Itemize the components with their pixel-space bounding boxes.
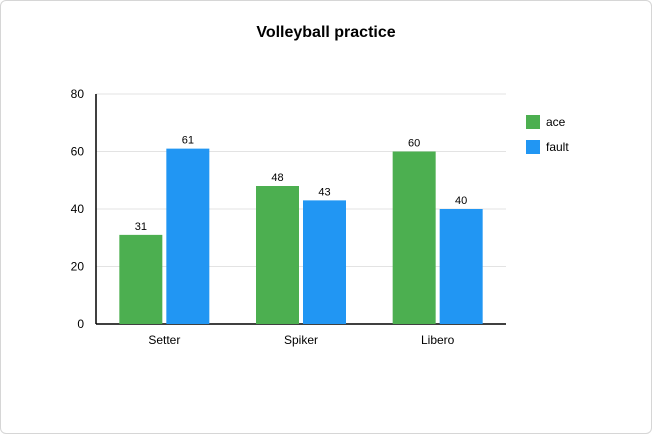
legend-swatch-ace (526, 115, 540, 129)
data-label-fault-spiker: 43 (318, 186, 330, 198)
legend-label-ace: ace (546, 115, 566, 129)
data-label-ace-setter: 31 (135, 221, 147, 233)
bar-fault-libero (439, 209, 483, 324)
x-tick-label-setter: Setter (148, 333, 180, 347)
chart-legend: ace fault (526, 114, 569, 164)
legend-item-ace: ace (526, 114, 569, 130)
y-tick-label-20: 20 (71, 260, 85, 274)
bar-ace-spiker (256, 186, 299, 324)
y-tick-label-0: 0 (77, 317, 84, 331)
legend-label-fault: fault (546, 140, 569, 154)
y-tick-label-40: 40 (71, 202, 85, 216)
legend-swatch-fault (526, 140, 540, 154)
x-tick-label-spiker: Spiker (284, 333, 318, 347)
chart-title: Volleyball practice (256, 24, 396, 41)
bar-ace-libero (392, 151, 436, 324)
bar-fault-setter (166, 148, 210, 324)
data-label-ace-libero: 60 (408, 138, 420, 150)
bar-fault-spiker (303, 200, 346, 324)
x-tick-label-libero: Libero (421, 333, 455, 347)
data-label-fault-setter: 61 (182, 135, 194, 147)
data-label-ace-spiker: 48 (271, 172, 283, 184)
bar-ace-setter (119, 234, 163, 324)
y-tick-label-60: 60 (71, 145, 85, 159)
legend-item-fault: fault (526, 139, 569, 155)
y-tick-label-80: 80 (71, 87, 85, 101)
data-label-fault-libero: 40 (455, 195, 467, 207)
